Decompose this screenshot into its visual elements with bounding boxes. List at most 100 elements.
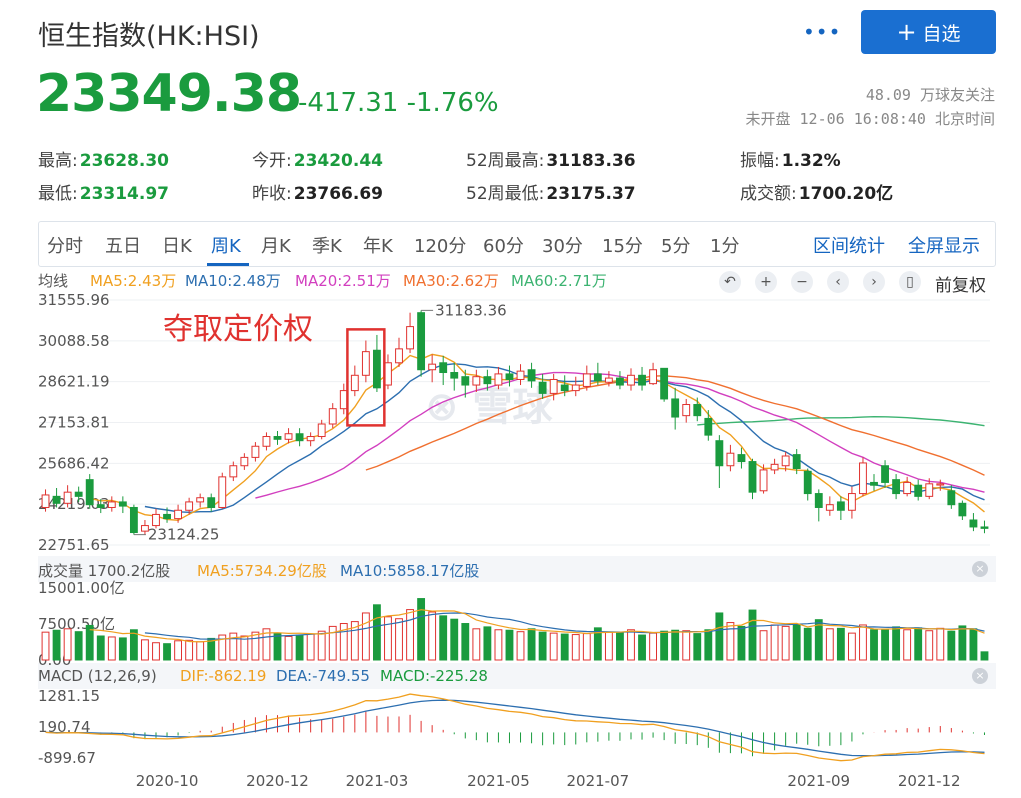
candle-body xyxy=(152,513,160,527)
tab-minute[interactable]: 分时 xyxy=(47,236,83,257)
close-macd-panel-icon[interactable]: × xyxy=(972,668,988,684)
candle-body xyxy=(483,376,492,385)
candle-body xyxy=(682,404,691,417)
quote-52wk-low-label: 52周最低: xyxy=(466,184,545,204)
quote-amplitude: 振幅: 1.32% xyxy=(740,146,841,171)
candle-body xyxy=(141,525,149,532)
more-options-icon[interactable]: ••• xyxy=(803,20,842,44)
candle-body xyxy=(52,495,61,504)
volume-bar xyxy=(494,629,503,661)
quote-low-label: 最低: xyxy=(38,184,78,204)
candle-body xyxy=(571,384,580,392)
candle-body xyxy=(770,463,779,471)
macd-value-legend: MACD:-225.28 xyxy=(380,667,488,685)
tab-five-day[interactable]: 五日 xyxy=(105,236,141,257)
volume-bar xyxy=(914,627,923,661)
volume-bar xyxy=(417,598,426,661)
candle-body xyxy=(74,491,83,497)
volume-bar xyxy=(836,627,845,661)
candle-body xyxy=(41,494,50,508)
volume-bar xyxy=(682,630,691,661)
tab-30min[interactable]: 30分 xyxy=(542,236,583,257)
volume-bar xyxy=(527,628,536,661)
quote-52wk-high: 52周最高: 31183.36 xyxy=(466,146,636,171)
volume-bar xyxy=(593,627,602,661)
candle-body xyxy=(350,374,359,392)
tab-120min[interactable]: 120分 xyxy=(414,236,467,257)
range-stats-button[interactable]: 区间统计 xyxy=(813,236,885,257)
candle-body xyxy=(836,501,845,511)
candle-body xyxy=(859,462,867,495)
volume-bar xyxy=(671,629,680,661)
x-tick-label: 2021-09 xyxy=(787,772,850,790)
volume-bar xyxy=(41,631,50,661)
adjust-mode-dropdown[interactable]: 前复权 xyxy=(935,276,986,296)
tab-5min[interactable]: 5分 xyxy=(661,236,691,257)
candle-body xyxy=(439,362,448,374)
candle-body xyxy=(118,501,127,507)
volume-bar xyxy=(85,624,94,661)
annotation-box xyxy=(346,328,386,427)
tab-week-k[interactable]: 周K xyxy=(211,236,241,257)
candle-body xyxy=(726,452,735,467)
tab-1min[interactable]: 1分 xyxy=(710,236,740,257)
candle-body xyxy=(560,384,569,392)
scroll-right-icon[interactable]: › xyxy=(863,271,885,293)
volume-bar xyxy=(262,628,271,661)
zoom-in-icon[interactable]: + xyxy=(755,271,777,293)
undo-icon[interactable]: ↶ xyxy=(719,271,741,293)
tab-year-k[interactable]: 年K xyxy=(363,236,393,257)
candle-body xyxy=(660,367,669,400)
candle-body xyxy=(847,493,856,511)
price-tick-label: 28621.19 xyxy=(38,373,110,391)
macd-tick-label: -899.67 xyxy=(38,749,96,767)
candle-body xyxy=(196,497,205,503)
volume-bar xyxy=(859,624,867,661)
volume-bar xyxy=(229,632,238,661)
candle-style-icon[interactable]: ▯ xyxy=(899,271,921,293)
scroll-left-icon[interactable]: ‹ xyxy=(827,271,849,293)
ma10-legend: MA10:2.48万 xyxy=(185,272,281,290)
candle-body xyxy=(472,376,481,386)
candle-body xyxy=(549,378,558,394)
ma-legend-label: 均线 xyxy=(38,272,69,290)
volume-bar xyxy=(792,623,801,661)
volume-bar xyxy=(185,639,194,661)
period-tab-bar: 分时 五日 日K 周K 月K 季K 年K 120分 60分 30分 15分 5分… xyxy=(38,221,996,267)
change-value: -417.31 xyxy=(298,88,399,118)
add-to-watchlist-button[interactable]: + 自选 xyxy=(861,10,996,54)
candle-body xyxy=(218,476,227,508)
volume-bar xyxy=(196,641,205,661)
volume-bar xyxy=(770,624,779,661)
quote-open: 今开: 23420.44 xyxy=(252,146,383,171)
zoom-out-icon[interactable]: − xyxy=(791,271,813,293)
tab-month-k[interactable]: 月K xyxy=(261,236,291,257)
tab-60min[interactable]: 60分 xyxy=(483,236,524,257)
quote-prev-close-value: 23766.69 xyxy=(293,184,383,204)
volume-bar xyxy=(207,637,216,661)
volume-bar xyxy=(538,631,547,661)
current-price: 23349.38 xyxy=(36,64,302,124)
candle-body xyxy=(814,493,823,508)
watermark-logo: ⊗ 雪球 xyxy=(425,384,553,430)
volume-bar xyxy=(52,629,61,661)
tab-15min[interactable]: 15分 xyxy=(602,236,643,257)
plus-icon: + xyxy=(896,18,917,46)
volume-bar xyxy=(616,632,624,661)
quote-turnover-label: 成交额: xyxy=(740,184,797,204)
close-volume-panel-icon[interactable]: × xyxy=(972,561,988,577)
tab-day-k[interactable]: 日K xyxy=(162,236,192,257)
x-tick-label: 2021-12 xyxy=(898,772,961,790)
volume-bar xyxy=(825,628,834,661)
macd-dea-legend: DEA:-749.55 xyxy=(276,667,370,685)
candle-body xyxy=(163,513,171,520)
quote-turnover: 成交额: 1700.20亿 xyxy=(740,179,893,204)
volume-ma10-line xyxy=(144,612,985,640)
price-tick-label: 22751.65 xyxy=(38,536,110,554)
candle-body xyxy=(107,501,116,508)
fullscreen-button[interactable]: 全屏显示 xyxy=(908,236,980,257)
volume-bar xyxy=(428,611,437,661)
tab-quarter-k[interactable]: 季K xyxy=(312,236,342,257)
quote-turnover-value: 1700.20亿 xyxy=(798,184,894,204)
